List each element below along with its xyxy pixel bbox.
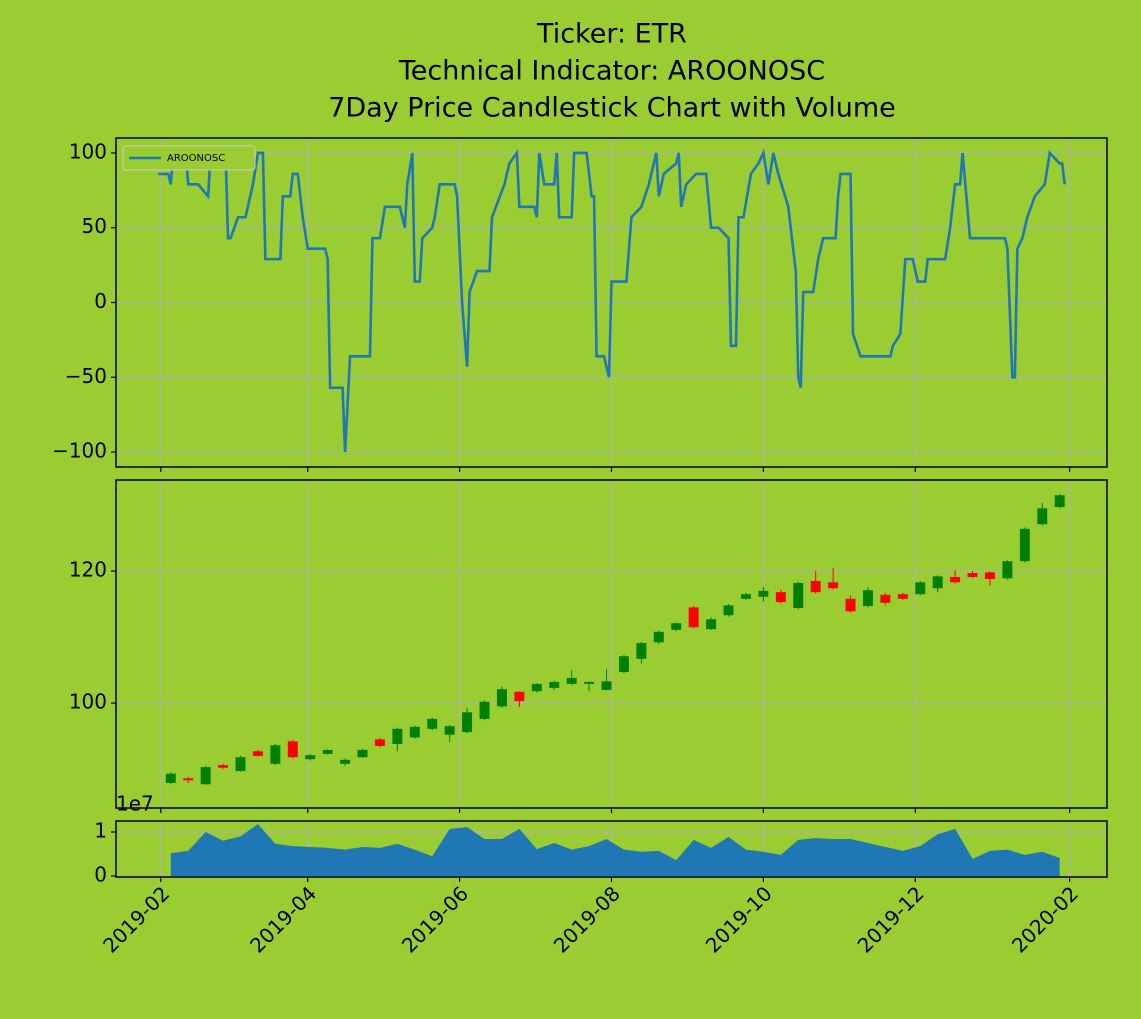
- candle-body: [671, 623, 682, 630]
- candle-body: [1002, 561, 1013, 579]
- candle-body: [653, 631, 664, 643]
- title-line-2: Technical Indicator: AROONOSC: [398, 56, 825, 87]
- candle-body: [322, 749, 333, 754]
- candle-body: [618, 656, 629, 673]
- candle-body: [183, 778, 194, 781]
- y-tick-label: 100: [69, 690, 107, 714]
- legend-label: AROONOSC: [167, 153, 225, 164]
- candle-body: [531, 683, 542, 692]
- candle-body: [984, 572, 995, 579]
- candle-body: [880, 594, 891, 603]
- title-line-3: 7Day Price Candlestick Chart with Volume: [328, 93, 896, 124]
- y-tick-label: −100: [52, 439, 107, 463]
- candle-body: [479, 701, 490, 719]
- y-tick-label: 0: [94, 862, 107, 886]
- candle-body: [828, 582, 839, 589]
- x-tick-label: 2019-12: [853, 881, 929, 957]
- x-tick-label: 2019-06: [397, 881, 473, 957]
- candle-body: [165, 773, 176, 783]
- marks: [116, 480, 1107, 808]
- candle-body: [462, 712, 473, 733]
- y-tick-label: 0: [94, 289, 107, 313]
- candle-body: [636, 643, 647, 659]
- candle-body: [566, 677, 577, 684]
- legend-box: [122, 145, 256, 171]
- candle-body: [950, 577, 961, 583]
- candle-body: [514, 691, 525, 702]
- y-tick-label: 1: [94, 818, 107, 842]
- plot-frame: [115, 137, 1108, 468]
- candle-body: [200, 767, 211, 785]
- x-tick-label: 2020-02: [1007, 881, 1083, 957]
- candle-body: [845, 598, 856, 612]
- x-tick-label: 2019-08: [549, 881, 625, 957]
- candle-body: [496, 689, 507, 707]
- y-tick-label: 120: [69, 558, 107, 582]
- y-tick-label: −50: [65, 364, 107, 388]
- candle-body: [427, 718, 438, 729]
- candle-body: [392, 728, 403, 744]
- candle-body: [1037, 508, 1048, 525]
- candle-body: [932, 576, 943, 589]
- y-tick-label: 50: [82, 214, 107, 238]
- candle-body: [758, 590, 769, 597]
- candle-body: [374, 739, 385, 746]
- candle-body: [810, 580, 821, 593]
- candle-body: [218, 765, 229, 768]
- candle-body: [740, 594, 751, 599]
- plot-frame: [115, 820, 1108, 878]
- marks: [116, 821, 1107, 877]
- candle-body: [270, 745, 281, 764]
- title-line-1: Ticker: ETR: [536, 19, 687, 50]
- candle-body: [601, 681, 612, 690]
- volume-area: [170, 824, 1060, 876]
- x-tick-label: 2019-04: [245, 881, 321, 957]
- candle-body: [357, 749, 368, 758]
- candle-body: [862, 590, 873, 607]
- aroon-line: [158, 148, 1066, 453]
- candle-body: [775, 592, 786, 603]
- candle-body: [1054, 495, 1065, 508]
- candle-body: [915, 582, 926, 595]
- candle-body: [967, 573, 978, 578]
- candle-body: [444, 726, 455, 735]
- marks: [116, 138, 1107, 467]
- candle-body: [584, 681, 595, 684]
- candle-body: [723, 605, 734, 616]
- candle-body: [549, 681, 560, 688]
- offset-label: 1e7: [116, 792, 154, 816]
- x-tick-label: 2019-02: [98, 881, 174, 957]
- plot-frame: [115, 479, 1108, 809]
- x-tick-label: 2019-10: [701, 881, 777, 957]
- candle-body: [287, 741, 298, 758]
- candle-body: [793, 582, 804, 609]
- candle-body: [235, 757, 246, 772]
- candle-body: [1019, 528, 1030, 562]
- candle-body: [305, 755, 316, 760]
- candle-body: [897, 594, 908, 599]
- candle-body: [252, 751, 263, 756]
- candle-body: [409, 726, 420, 738]
- candle-body: [706, 619, 717, 630]
- y-tick-label: 100: [69, 139, 107, 163]
- candle-body: [688, 607, 699, 628]
- candle-body: [340, 759, 351, 764]
